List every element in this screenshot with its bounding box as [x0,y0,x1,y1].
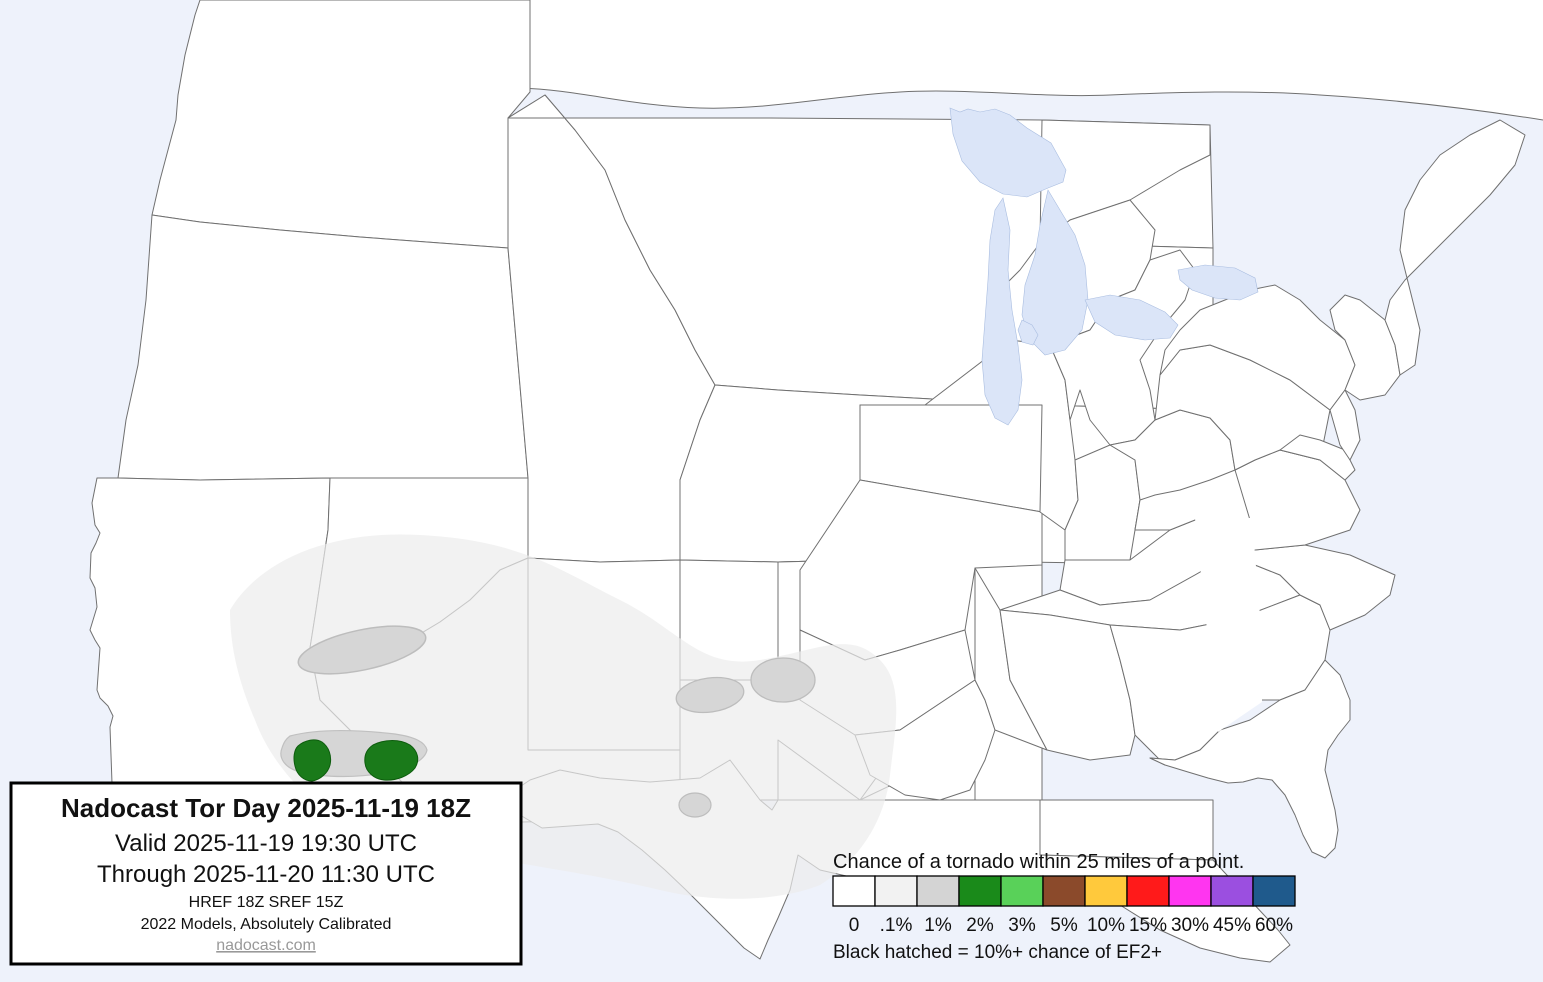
svg-text:60%: 60% [1255,915,1293,936]
svg-text:10%: 10% [1087,915,1125,936]
svg-text:Black hatched = 10%+ chance of: Black hatched = 10%+ chance of EF2+ [833,942,1162,963]
svg-text:Chance of a tornado within 25: Chance of a tornado within 25 miles of a… [833,851,1244,873]
svg-text:0: 0 [849,915,860,936]
svg-text:15%: 15% [1129,915,1167,936]
svg-text:3%: 3% [1008,915,1036,936]
svg-text:45%: 45% [1213,915,1251,936]
svg-text:Nadocast Tor Day 2025-11-19 18: Nadocast Tor Day 2025-11-19 18Z [61,793,471,823]
svg-text:HREF 18Z SREF 15Z: HREF 18Z SREF 15Z [189,894,344,911]
svg-text:.1%: .1% [880,915,913,936]
svg-text:Valid 2025-11-19 19:30 UTC: Valid 2025-11-19 19:30 UTC [115,830,417,857]
svg-text:nadocast.com: nadocast.com [216,937,316,954]
svg-text:30%: 30% [1171,915,1209,936]
svg-text:2%: 2% [966,915,994,936]
svg-text:Through 2025-11-20 11:30 UTC: Through 2025-11-20 11:30 UTC [97,861,435,888]
svg-text:1%: 1% [924,915,952,936]
svg-text:5%: 5% [1050,915,1078,936]
svg-text:2022 Models, Absolutely Calibr: 2022 Models, Absolutely Calibrated [141,916,392,933]
